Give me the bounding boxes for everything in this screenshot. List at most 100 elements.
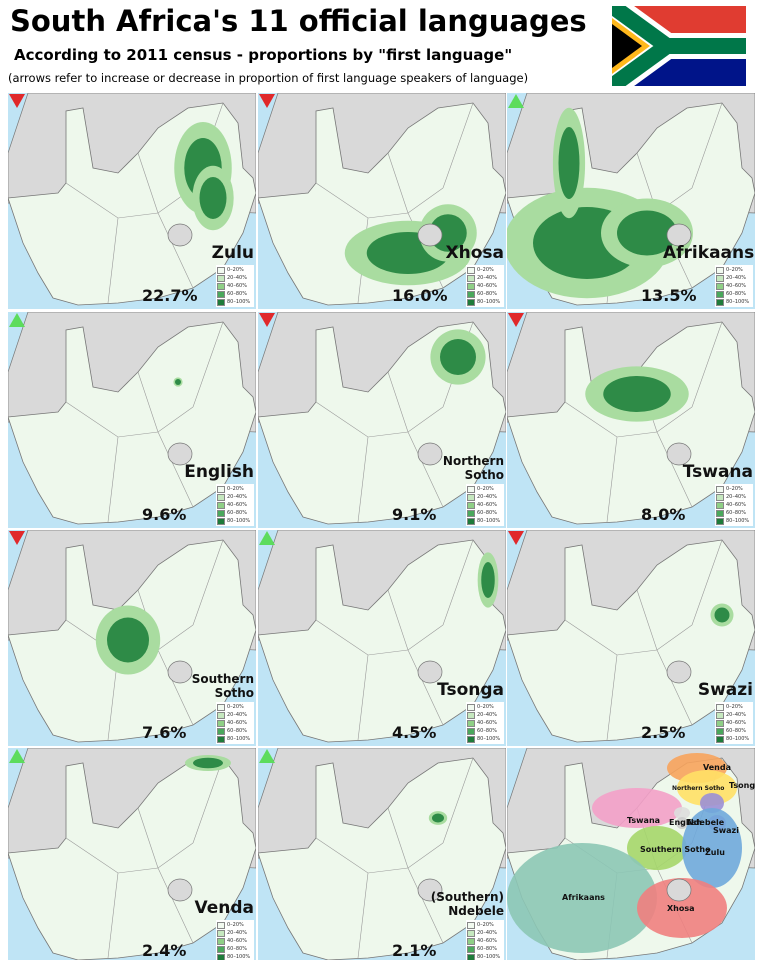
map-panel: English 9.6% 0–20% 20–40% 40–60% 60–80% 80–100…	[8, 312, 256, 528]
legend-swatch	[467, 711, 475, 719]
legend-label: 40–60%	[477, 502, 497, 508]
legend-swatch	[716, 703, 724, 711]
legend-row: 0–20%	[217, 485, 253, 493]
lesotho	[167, 878, 193, 902]
lesotho	[666, 878, 692, 902]
lesotho	[417, 878, 443, 902]
map	[8, 312, 256, 525]
legend-row: 80–100%	[467, 517, 503, 525]
map-panel: (Southern) Ndebele 2.1% 0–20% 20–40% 40–60% 6…	[258, 748, 506, 960]
share: 2.4%	[142, 941, 187, 960]
lesotho	[666, 223, 692, 247]
legend-row: 60–80%	[467, 727, 503, 735]
map	[507, 748, 755, 960]
language-region	[677, 770, 737, 806]
legend-label: 0–20%	[477, 922, 494, 928]
map-panel: Afrikaans 13.5% 0–20% 20–40% 40–60% 60–80% 80–…	[507, 93, 755, 309]
legend-swatch	[467, 953, 475, 960]
share: 8.0%	[641, 505, 686, 524]
legend-row: 40–60%	[716, 719, 752, 727]
legend-label: 20–40%	[227, 712, 247, 718]
legend-label: 40–60%	[726, 720, 746, 726]
provinces	[564, 321, 723, 523]
legend-label: 80–100%	[477, 954, 501, 960]
provinces	[315, 539, 474, 741]
arrow-shape	[9, 531, 25, 545]
legend-swatch	[467, 727, 475, 735]
region-label: Northern Sotho	[672, 785, 725, 792]
map	[258, 312, 506, 525]
legend-swatch	[467, 282, 475, 290]
legend-label: 80–100%	[477, 518, 501, 524]
legend-row: 60–80%	[217, 727, 253, 735]
map-panel: Tsonga 4.5% 0–20% 20–40% 40–60% 60–80% 80–100%	[258, 530, 506, 746]
arrow-shape	[259, 94, 275, 108]
legend-label: 20–40%	[227, 494, 247, 500]
legend-swatch	[716, 711, 724, 719]
legend-row: 40–60%	[716, 282, 752, 290]
legend-row: 20–40%	[217, 493, 253, 501]
legend-label: 80–100%	[227, 954, 251, 960]
legend-label: 0–20%	[227, 704, 244, 710]
legend-swatch	[716, 485, 724, 493]
legend-row: 40–60%	[217, 937, 253, 945]
legend-row: 0–20%	[716, 266, 752, 274]
legend-row: 60–80%	[467, 290, 503, 298]
language-name: Venda	[194, 898, 255, 918]
country	[8, 757, 256, 960]
map	[258, 530, 506, 743]
map	[507, 312, 755, 525]
map-panel: Zulu 22.7% 0–20% 20–40% 40–60% 60–80% 80–100%	[8, 93, 256, 309]
legend-label: 20–40%	[477, 712, 497, 718]
legend-swatch	[217, 501, 225, 509]
country	[507, 321, 755, 525]
legend-label: 60–80%	[477, 510, 497, 516]
legend-label: 20–40%	[227, 930, 247, 936]
legend-row: 60–80%	[217, 290, 253, 298]
map	[8, 530, 256, 743]
arrow-shape	[508, 94, 524, 108]
legend: 0–20% 20–40% 40–60% 60–80% 80–100%	[466, 484, 504, 526]
legend-label: 20–40%	[227, 275, 247, 281]
region-label: Ndebele	[687, 818, 725, 827]
map-panel: Xhosa 16.0% 0–20% 20–40% 40–60% 60–80% 80–100%	[258, 93, 506, 309]
legend-row: 80–100%	[217, 953, 253, 960]
share: 9.1%	[392, 505, 437, 524]
region-label: Swazi	[713, 826, 739, 835]
legend-row: 20–40%	[716, 711, 752, 719]
legend-label: 80–100%	[477, 299, 501, 305]
country	[258, 757, 506, 960]
legend-row: 20–40%	[217, 929, 253, 937]
legend-label: 60–80%	[227, 728, 247, 734]
legend-label: 0–20%	[726, 267, 743, 273]
trend-arrow	[259, 749, 275, 763]
legend-row: 60–80%	[716, 290, 752, 298]
region-dark	[440, 339, 476, 375]
legend-label: 60–80%	[227, 946, 247, 952]
legend-label: 60–80%	[726, 728, 746, 734]
legend-label: 20–40%	[477, 275, 497, 281]
arrow-shape	[9, 749, 25, 763]
provinces	[315, 757, 474, 959]
legend-swatch	[716, 274, 724, 282]
lesotho	[167, 442, 193, 466]
legend-label: 40–60%	[726, 283, 746, 289]
legend-label: 0–20%	[227, 486, 244, 492]
legend-swatch	[217, 274, 225, 282]
legend-label: 0–20%	[726, 704, 743, 710]
legend-label: 80–100%	[227, 518, 251, 524]
legend-swatch	[217, 493, 225, 501]
legend-swatch	[217, 517, 225, 525]
region-dark	[481, 562, 495, 598]
legend-label: 60–80%	[477, 291, 497, 297]
region-dark	[714, 607, 730, 623]
note: (arrows refer to increase or decrease in…	[8, 71, 529, 85]
language-name: Northern Sotho	[442, 454, 504, 482]
legend-row: 80–100%	[217, 517, 253, 525]
legend-row: 0–20%	[467, 485, 503, 493]
legend-label: 20–40%	[477, 930, 497, 936]
legend-row: 40–60%	[467, 719, 503, 727]
legend-swatch	[467, 501, 475, 509]
trend-arrow	[9, 313, 25, 327]
share: 2.1%	[392, 941, 437, 960]
